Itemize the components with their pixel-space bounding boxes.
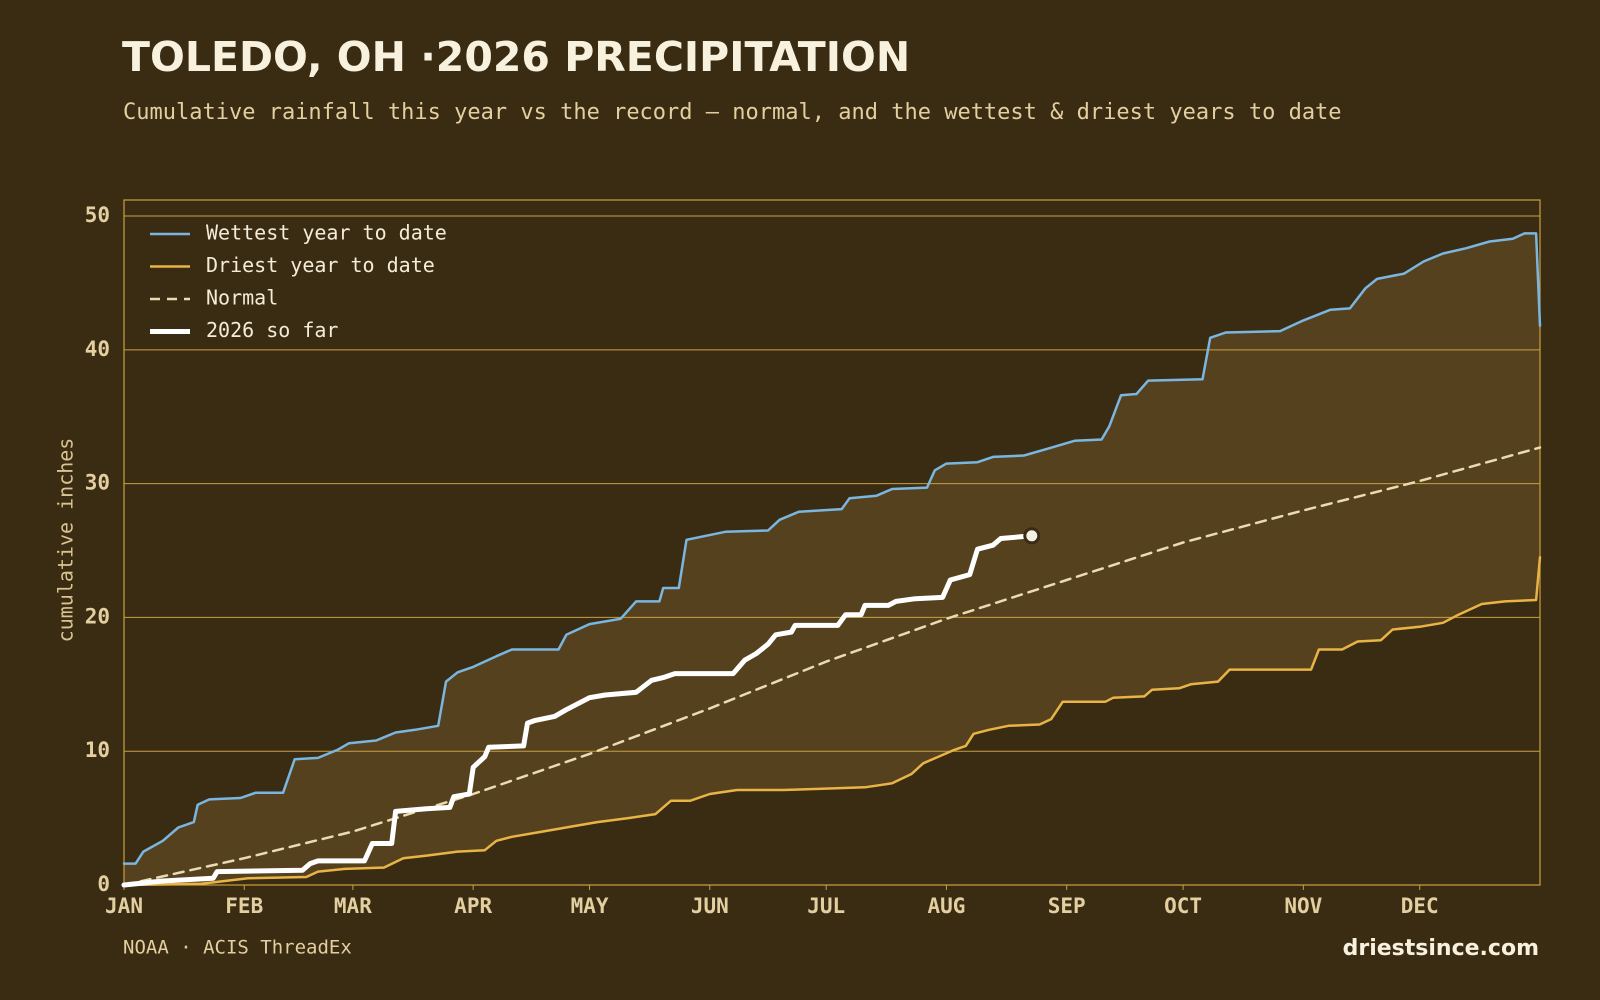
x-tick-label: MAR <box>334 894 372 918</box>
x-tick-label: MAY <box>571 894 609 918</box>
series-line <box>122 555 1542 887</box>
y-tick-label: 20 <box>85 604 110 628</box>
legend-label: Wettest year to date <box>206 221 447 245</box>
x-tick-label: APR <box>454 894 492 918</box>
y-tick-label: 0 <box>97 872 110 896</box>
chart-title: TOLEDO, OH ·2026 PRECIPITATION <box>122 33 910 81</box>
x-tick-label: AUG <box>927 894 965 918</box>
legend: Wettest year to date Driest year to date N… <box>150 221 447 342</box>
x-tick-label: SEP <box>1048 894 1086 918</box>
x-tick-label: FEB <box>225 894 263 918</box>
source-note: NOAA · ACIS ThreadEx <box>123 937 352 959</box>
series-line <box>122 232 1542 865</box>
x-tick-label: OCT <box>1164 894 1202 918</box>
credit: driestsince.com <box>1343 936 1539 961</box>
x-tick-label: JUL <box>807 894 845 918</box>
y-axis-label: cumulative inches <box>54 438 78 643</box>
chart-subtitle: Cumulative rainfall this year vs the rec… <box>123 100 1342 125</box>
x-tick-label: DEC <box>1401 894 1439 918</box>
legend-label: 2026 so far <box>206 318 338 342</box>
y-tick-label: 40 <box>85 337 110 361</box>
x-tick-label: JUN <box>691 894 729 918</box>
legend-label: Normal <box>206 286 278 310</box>
series-line <box>122 446 1542 887</box>
x-tick-label: NOV <box>1284 894 1322 918</box>
y-tick-label: 10 <box>85 738 110 762</box>
plot-frame <box>123 199 1541 886</box>
series-line <box>121 533 1035 888</box>
y-tick-label: 30 <box>85 471 110 495</box>
range-band <box>124 233 1540 885</box>
x-tick-label: JAN <box>105 894 143 918</box>
y-tick-label: 50 <box>85 203 110 227</box>
plot-area: 0 10 20 30 40 50 JAN FEB MAR APR MAY JUN JUL AUG SEP OC… <box>85 199 1542 918</box>
current-marker <box>1023 527 1041 545</box>
legend-label: Driest year to date <box>206 253 435 277</box>
